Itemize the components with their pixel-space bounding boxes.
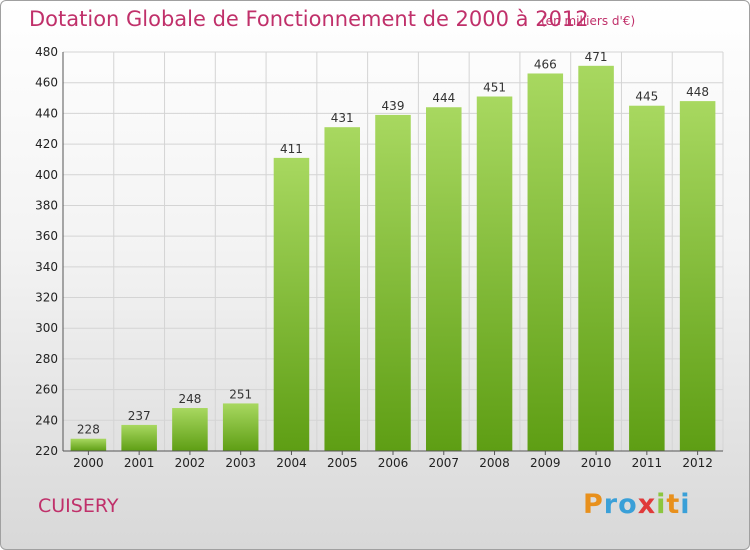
y-tick-label: 300 [35,321,58,335]
bar-value-label: 466 [534,57,557,71]
bar [222,403,259,451]
logo-letter: i [680,489,691,520]
y-tick-label: 460 [35,76,58,90]
bar-value-label: 228 [77,423,100,437]
logo-letter: t [666,489,681,520]
y-tick-label: 240 [35,413,58,427]
bar-value-label: 237 [128,409,151,423]
bar-value-label: 445 [635,90,658,104]
bar [70,438,107,451]
commune-name: CUISERY [38,495,119,517]
y-tick-label: 440 [35,106,58,120]
y-tick-label: 420 [35,137,58,151]
y-tick-label: 400 [35,168,58,182]
chart-title: Dotation Globale de Fonctionnement de 20… [29,7,589,31]
y-tick-label: 360 [35,229,58,243]
x-tick-label: 2010 [581,456,612,470]
bar [527,73,564,451]
bar-value-label: 471 [585,50,608,64]
chart-unit-label: (en milliers d'€) [541,14,636,28]
bar [476,96,513,451]
x-tick-label: 2004 [276,456,307,470]
bars: 228 237 248 251 411 431 439 444 451 466 471 445 448 [70,50,716,452]
logo-letter: x [637,489,657,520]
y-tick-label: 340 [35,260,58,274]
bar-value-label: 411 [280,142,303,156]
x-tick-label: 2006 [378,456,409,470]
y-tick-label: 220 [35,444,58,458]
y-tick-label: 380 [35,198,58,212]
y-tick-label: 480 [35,45,58,59]
bar-value-label: 248 [178,392,201,406]
bar [121,424,157,451]
x-tick-label: 2008 [479,456,510,470]
y-tick-label: 320 [35,291,58,305]
x-tick-label: 2012 [682,456,713,470]
x-tick-label: 2007 [428,456,459,470]
axes: 220 240 260 280 300 320 340 360 380 400 420 440 460 4… [35,45,723,470]
logo-letter: r [603,489,619,520]
bar [679,101,716,451]
x-tick-label: 2011 [632,456,663,470]
logo-letter: i [656,489,667,520]
bar [273,157,310,451]
bar-value-label: 431 [331,111,354,125]
bar-value-label: 451 [483,81,506,95]
bar-value-label: 251 [229,387,252,401]
x-tick-label: 2009 [530,456,561,470]
bar-value-label: 444 [432,91,455,105]
logo-letter: P [583,489,604,520]
bar [172,408,208,451]
logo-letter: o [618,489,638,520]
bar [426,107,462,451]
bar-value-label: 439 [382,99,405,113]
x-tick-label: 2000 [73,456,104,470]
y-tick-label: 280 [35,352,58,366]
bar-value-label: 448 [686,85,709,99]
y-tick-label: 260 [35,383,58,397]
bar [578,65,614,452]
x-tick-label: 2001 [124,456,155,470]
proxiti-logo: Proxiti [583,489,691,520]
x-tick-label: 2002 [175,456,206,470]
x-tick-label: 2003 [225,456,256,470]
bar [375,114,411,452]
bar [324,127,360,451]
bar [629,105,665,451]
x-tick-label: 2005 [327,456,358,470]
